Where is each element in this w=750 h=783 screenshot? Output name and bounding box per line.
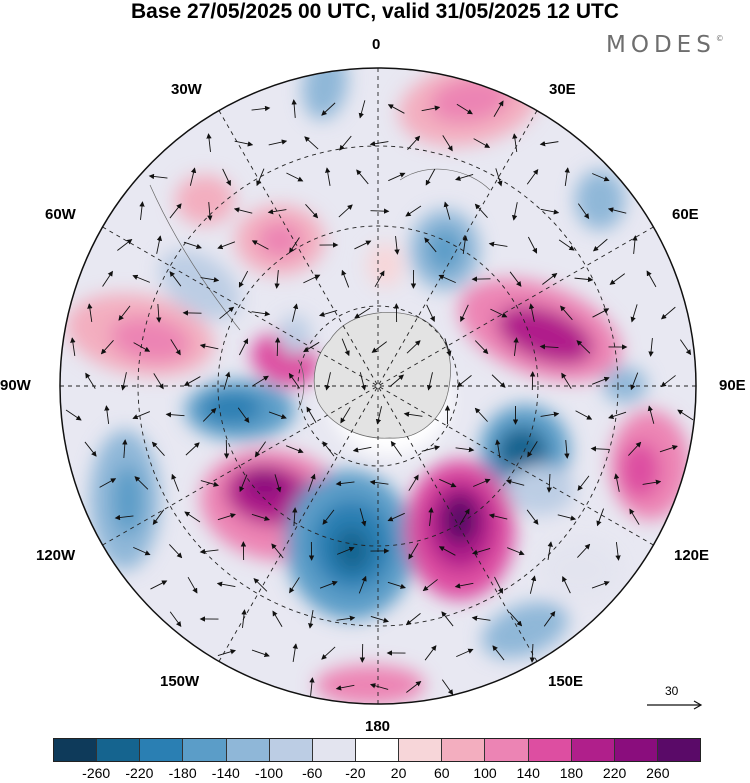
lon-label-60w: 60W — [45, 206, 76, 223]
colorbar-swatch — [571, 739, 615, 761]
reference-vector-label: 30 — [665, 684, 679, 698]
lon-label-150w: 150W — [160, 673, 200, 690]
colorbar-swatch — [399, 739, 443, 761]
colorbar-swatch — [614, 739, 658, 761]
colorbar-swatch — [485, 739, 529, 761]
map-title: Base 27/05/2025 00 UTC, valid 31/05/2025… — [131, 0, 619, 23]
reference-vector: 30 — [645, 684, 705, 714]
colorbar-tick-label: -260 — [82, 765, 111, 781]
colorbar-swatch — [442, 739, 486, 761]
colorbar-swatch — [528, 739, 572, 761]
polar-map — [59, 67, 697, 705]
colorbar-swatch — [226, 739, 270, 761]
lon-label-90e: 90E — [719, 377, 746, 394]
colorbar-swatch — [657, 739, 701, 761]
colorbar-swatch — [97, 739, 141, 761]
colorbar-swatch — [54, 739, 98, 761]
colorbar-tick-label: 180 — [559, 765, 584, 781]
colorbar-tick-label: 100 — [473, 765, 497, 781]
colorbar-swatch — [312, 739, 356, 761]
right-arrow-icon — [647, 700, 703, 710]
colorbar-swatch — [140, 739, 184, 761]
colorbar-tick-label: -20 — [345, 765, 366, 781]
colorbar-tick-label: 20 — [390, 765, 407, 781]
graticule — [60, 68, 696, 704]
colorbar-tick-label: -140 — [211, 765, 240, 781]
colorbar-swatch — [183, 739, 227, 761]
wind-arrows — [65, 99, 694, 696]
lon-label-30e: 30E — [549, 81, 576, 98]
colorbar-swatch — [269, 739, 313, 761]
brand-name: MODES — [606, 32, 716, 58]
map-boundary — [59, 67, 697, 705]
brand-logo: MODES© — [606, 32, 724, 58]
colorbar-tick-label: 220 — [602, 765, 627, 781]
colorbar-tick-label: -180 — [168, 765, 197, 781]
brand-mark: © — [715, 34, 724, 43]
lon-label-90w: 90W — [0, 377, 31, 394]
colorbar-tick-label: -100 — [254, 765, 284, 781]
colorbar-tick-label: 60 — [434, 765, 450, 781]
colorbar-ticks: -260 -220 -180 -140 -100 -60 -20 20 60 100 140 180 2… — [53, 765, 701, 783]
lon-label-180: 180 — [365, 718, 391, 735]
colorbar-tick-label: -60 — [302, 765, 323, 781]
colorbar — [53, 738, 701, 762]
lon-label-150e: 150E — [548, 673, 584, 690]
lon-label-0: 0 — [372, 36, 381, 53]
colorbar-tick-label: -220 — [125, 765, 154, 781]
colorbar-swatch — [355, 739, 400, 761]
lon-label-60e: 60E — [672, 206, 699, 223]
lon-label-30w: 30W — [171, 81, 202, 98]
colorbar-tick-label: 260 — [646, 765, 670, 781]
colorbar-tick-label: 140 — [516, 765, 540, 781]
lon-label-120w: 120W — [36, 547, 76, 564]
lon-label-120e: 120E — [674, 547, 710, 564]
